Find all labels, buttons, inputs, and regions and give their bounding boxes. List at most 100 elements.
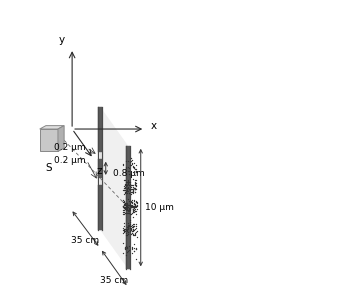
Point [121,186,127,190]
Point [128,227,134,232]
Point [129,228,134,233]
Point [132,186,138,190]
Point [122,244,128,249]
Point [131,198,136,203]
Point [133,178,139,182]
Point [129,210,135,215]
Point [125,203,131,208]
Point [123,184,128,188]
Point [124,200,130,205]
Polygon shape [98,184,102,230]
Point [127,180,133,184]
Point [131,198,136,203]
Point [126,207,132,212]
Point [127,206,133,210]
Point [133,169,139,174]
Point [130,157,135,162]
Point [132,180,138,184]
Point [123,206,128,211]
Point [127,206,133,211]
Point [129,205,135,210]
Point [126,230,131,235]
Point [131,166,136,170]
Point [132,166,137,170]
Point [121,162,126,166]
Point [122,183,128,187]
Point [130,233,136,237]
Point [133,230,139,235]
Point [125,205,130,209]
Point [122,178,128,182]
Point [123,233,128,237]
Point [124,189,129,194]
Point [132,187,138,191]
Point [130,208,135,212]
Point [129,183,134,187]
Point [131,246,136,251]
Point [128,192,134,196]
Point [131,190,136,194]
Point [125,188,131,193]
Point [131,205,136,209]
Text: 35 cm: 35 cm [100,276,128,285]
Point [134,201,139,206]
Point [129,231,135,235]
Point [132,202,137,206]
Point [120,203,126,208]
Point [125,229,130,233]
Point [127,186,132,191]
Point [126,166,131,170]
Point [120,208,126,212]
Point [123,200,128,205]
Point [125,182,131,186]
Polygon shape [100,107,128,269]
Point [132,233,137,237]
Point [127,171,132,176]
Point [127,206,133,210]
Point [129,210,135,215]
Point [130,207,136,212]
Point [130,185,135,190]
Point [129,247,134,251]
Point [133,167,138,172]
Point [127,222,133,226]
Point [131,204,136,208]
Point [121,163,126,168]
Point [125,179,131,183]
Point [133,166,138,171]
Point [128,184,133,189]
Point [130,189,135,193]
Point [128,187,133,192]
Point [125,223,131,227]
Point [124,191,129,196]
Point [129,198,135,202]
Point [127,203,133,207]
Point [129,231,135,235]
Point [129,229,135,233]
Point [131,190,136,195]
Point [126,244,132,249]
Text: 0.2 μm: 0.2 μm [53,156,85,165]
Point [127,199,132,204]
Point [132,186,138,191]
Point [121,187,127,192]
Point [127,203,133,208]
Point [121,224,127,228]
Point [128,190,134,194]
Point [131,208,136,212]
Point [129,204,135,208]
Point [122,201,127,206]
Point [132,205,138,210]
Point [132,181,138,185]
Point [121,178,127,182]
Text: 35 cm: 35 cm [72,237,99,245]
Point [122,186,128,190]
Point [132,226,138,231]
Point [125,206,130,211]
Point [126,205,132,210]
Point [134,163,139,168]
Point [122,202,128,206]
Point [122,188,128,192]
Point [134,184,139,189]
Point [130,188,135,192]
